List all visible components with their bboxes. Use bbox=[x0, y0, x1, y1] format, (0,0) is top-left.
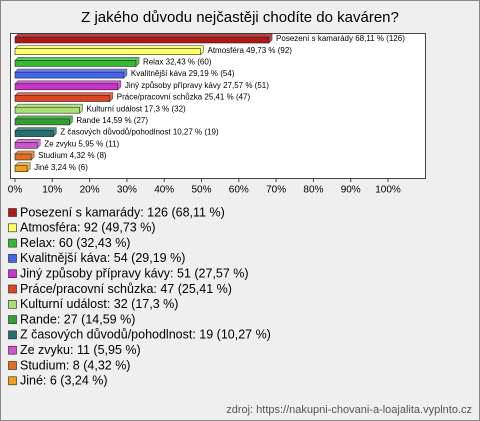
bar bbox=[14, 36, 270, 44]
value-label: Práce/pracovní schůzka 25,41 % (47) bbox=[117, 93, 251, 102]
source: zdroj: https://nakupni-chovani-a-loajali… bbox=[226, 404, 472, 416]
legend-label: Z časových důvodů/pohodlnost: 19 (10,27 … bbox=[20, 328, 271, 342]
legend-label: Kvalitnější káva: 54 (29,19 %) bbox=[20, 251, 185, 265]
bar bbox=[14, 130, 54, 137]
legend-label: Jiné: 6 (3,24 %) bbox=[20, 374, 108, 388]
legend-label: Kulturní událost: 32 (17,3 %) bbox=[20, 297, 178, 311]
legend-label: Relax: 60 (32,43 %) bbox=[20, 236, 130, 250]
x-tick-label: 20% bbox=[80, 185, 100, 196]
value-label: Ze zvyku 5,95 % (11) bbox=[44, 139, 119, 148]
legend-swatch bbox=[8, 345, 17, 355]
x-tick-label: 80% bbox=[303, 185, 323, 196]
value-label: Kulturní událost 17,3 % (32) bbox=[87, 104, 187, 113]
x-tick-label: 50% bbox=[191, 185, 211, 196]
x-tick-label: 90% bbox=[341, 185, 361, 196]
legend-label: Atmosféra: 92 (49,73 %) bbox=[20, 221, 155, 235]
x-tick-label: 100% bbox=[375, 185, 401, 196]
x-tick-label: 70% bbox=[266, 185, 286, 196]
value-label: Z časových důvodů/pohodlnost 10,27 % (19… bbox=[60, 128, 219, 137]
legend-label: Práce/pracovní schůzka: 47 (25,41 %) bbox=[20, 282, 232, 296]
bar bbox=[14, 95, 111, 102]
bar bbox=[14, 71, 125, 79]
x-tick-label: 0% bbox=[8, 185, 23, 196]
bar bbox=[14, 48, 201, 56]
value-label: Rande 14,59 % (27) bbox=[76, 116, 148, 125]
legend-swatch bbox=[8, 208, 17, 217]
bar bbox=[14, 60, 137, 67]
x-tick-label: 40% bbox=[154, 185, 174, 196]
value-label: Kvalitnější káva 29,19 % (54) bbox=[131, 69, 235, 78]
legend-label: Ze zvyku: 11 (5,95 %) bbox=[20, 343, 141, 357]
bar bbox=[14, 83, 119, 91]
bar bbox=[14, 118, 70, 126]
x-tick-label: 30% bbox=[117, 185, 137, 196]
value-label: Studium 4,32 % (8) bbox=[38, 151, 107, 160]
legend-swatch bbox=[8, 299, 17, 309]
x-tick-label: 10% bbox=[42, 185, 62, 196]
value-label: Jiný způsoby přípravy kávy 27,57 % (51) bbox=[125, 81, 269, 90]
bar bbox=[14, 165, 28, 172]
legend-swatch bbox=[8, 361, 17, 370]
value-label: Posezení s kamarády 68,11 % (126) bbox=[276, 34, 405, 43]
bar bbox=[14, 142, 38, 149]
legend-swatch bbox=[8, 269, 17, 279]
legend-swatch bbox=[8, 315, 17, 324]
legend-label: Posezení s kamarády: 126 (68,11 %) bbox=[20, 205, 225, 219]
legend-swatch bbox=[8, 284, 17, 294]
bar bbox=[14, 106, 80, 114]
chart-title: Z jakého důvodu nejčastěji chodíte do ka… bbox=[81, 9, 399, 26]
bar bbox=[14, 153, 32, 161]
legend-swatch bbox=[8, 223, 17, 233]
legend-swatch bbox=[8, 376, 17, 386]
value-label: Atmosféra 49,73 % (92) bbox=[207, 46, 292, 55]
legend-label: Jiný způsoby přípravy kávy: 51 (27,57 %) bbox=[20, 266, 249, 280]
legend-swatch bbox=[8, 238, 17, 248]
legend-label: Rande: 27 (14,59 %) bbox=[20, 312, 135, 326]
x-tick-label: 60% bbox=[229, 185, 249, 196]
legend-swatch bbox=[8, 254, 17, 263]
value-label: Jiné 3,24 % (6) bbox=[34, 163, 88, 172]
legend-label: Studium: 8 (4,32 %) bbox=[20, 358, 130, 372]
value-label: Relax 32,43 % (60) bbox=[143, 58, 212, 67]
legend-swatch bbox=[8, 330, 17, 340]
